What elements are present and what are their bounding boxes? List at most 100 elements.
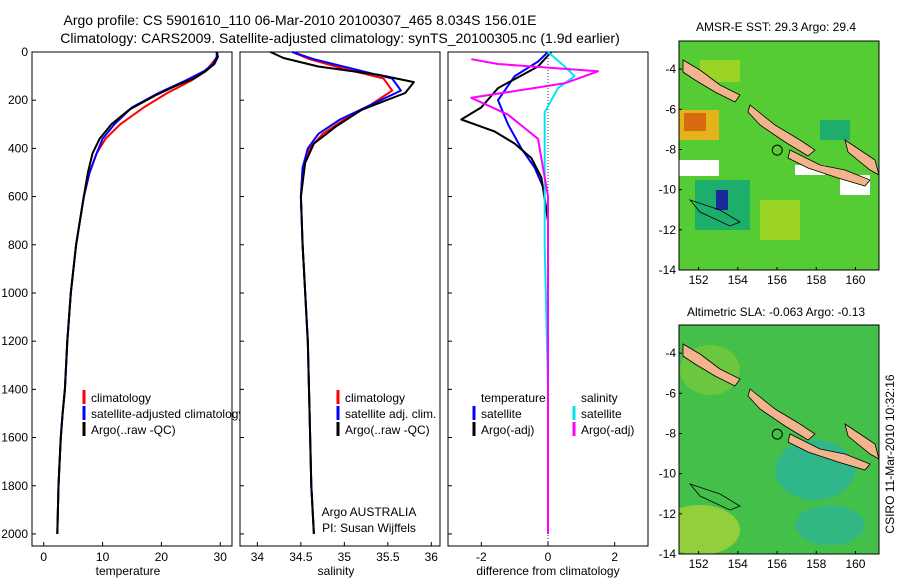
map-y-tick-label: -10 (659, 183, 677, 197)
sst-hot-patch (684, 113, 706, 131)
y-tick-label: 0 (21, 45, 28, 59)
timestamp-footer: CSIRO 11-Mar-2010 10:32:16 (883, 374, 897, 534)
temperature-axes-frame (31, 51, 233, 547)
map-x-tick-label: 154 (728, 557, 748, 571)
x-tick-label: -2 (476, 550, 487, 564)
map-y-tick-label: -8 (665, 142, 676, 156)
sst-cool-patch-2 (820, 120, 850, 140)
land-malaita (844, 423, 879, 460)
y-tick-label: 2000 (1, 527, 28, 541)
map-axis-ticks: 152 154 156 158 160 -4 -6 -8 -10 -12 -14 (659, 346, 866, 571)
salinity-legend: climatology satellite adj. clim. Argo(..… (336, 390, 436, 437)
map-y-tick-label: -12 (659, 223, 677, 237)
map-y-tick-label: -14 (659, 263, 677, 277)
legend-label-argo: Argo(..raw -QC) (345, 423, 430, 437)
series-line-argo-adj (470, 58, 599, 534)
sst-field (679, 41, 879, 270)
x-tick-label: 0 (40, 550, 47, 564)
sla-low-anomaly-2 (795, 505, 865, 545)
map-axis-ticks: 152 154 156 158 160 -4 -6 -8 -10 -12 -14 (659, 62, 866, 287)
land-solomon-islands (787, 149, 871, 187)
map-x-tick-label: 158 (806, 557, 826, 571)
legend-label-argo: Argo(..raw -QC) (91, 423, 176, 437)
y-tick-label: 1200 (1, 334, 28, 348)
map-x-tick-label: 160 (845, 273, 865, 287)
map-y-tick-label: -6 (665, 386, 676, 400)
x-tick-label: 35 (338, 550, 352, 564)
land-bougainville (747, 104, 816, 157)
difference-legend: temperature satellite Argo(-adj) salinit… (472, 391, 634, 437)
y-tick-label: 1400 (1, 382, 28, 396)
y-tick-label: 400 (8, 141, 28, 155)
float-position-marker (771, 428, 783, 440)
y-tick-label: 200 (8, 93, 28, 107)
salinity-axes-frame (239, 51, 441, 547)
map-y-tick-label: -14 (659, 547, 677, 561)
map-x-tick-label: 158 (806, 273, 826, 287)
sst-gap-2 (795, 165, 825, 175)
y-tick-label: 1000 (1, 286, 28, 300)
legend-header-salinity: salinity (581, 391, 618, 405)
x-tick-label: 20 (155, 550, 169, 564)
sst-map-title: AMSR-E SST: 29.3 Argo: 29.4 (696, 20, 856, 34)
land-solomon-islands (787, 433, 871, 471)
legend-label-satellite: satellite-adjusted climatology (91, 407, 244, 421)
salinity-panel: salinity climatology satellite adj. clim… (239, 51, 441, 578)
y-tick-label: 800 (8, 238, 28, 252)
land-new-britain (682, 59, 741, 103)
legend-header-temperature: temperature (481, 391, 546, 405)
temperature-xlabel: temperature (96, 564, 161, 578)
land-bougainville (747, 388, 816, 441)
legend-label-climatology: climatology (345, 391, 405, 405)
map-y-tick-label: -8 (665, 426, 676, 440)
map-x-tick-label: 154 (728, 273, 748, 287)
plot-layer: 0 10 20 30 0 200 400 600 800 1000 1200 1400 1600 1800… (1, 45, 866, 571)
map-x-tick-label: 156 (767, 273, 787, 287)
sla-map-frame (678, 324, 880, 555)
x-tick-label: 10 (96, 550, 110, 564)
series-line-argo-raw-qc (56, 51, 219, 535)
map-y-tick-label: -12 (659, 507, 677, 521)
reef-outline (688, 483, 741, 511)
salinity-xlabel: salinity (318, 564, 355, 578)
difference-xlabel: difference from climatology (476, 564, 619, 578)
land-malaita (844, 139, 879, 176)
legend-label-satellite: satellite adj. clim. (345, 407, 436, 421)
sst-map: AMSR-E SST: 29.3 Argo: 29.4 (678, 20, 880, 271)
sla-map: Altimetric SLA: -0.063 Argo: -0.13 (678, 305, 880, 555)
legend-label-sal-satellite: satellite (581, 407, 622, 421)
y-tick-label: 1600 (1, 431, 28, 445)
difference-marks: -2 0 2 (448, 51, 618, 564)
legend-label-temp-argo: Argo(-adj) (481, 423, 534, 437)
legend-label-temp-satellite: satellite (481, 407, 522, 421)
sla-high-anomaly (679, 505, 740, 554)
land-new-britain (682, 343, 741, 387)
sst-yellow-patch (700, 60, 740, 82)
temperature-legend: climatology satellite-adjusted climatolo… (82, 390, 244, 437)
series-line-argo-raw-qc (269, 51, 415, 535)
sst-map-frame (678, 40, 880, 271)
x-tick-label: 30 (214, 550, 228, 564)
y-tick-label: 600 (8, 190, 28, 204)
map-x-tick-label: 152 (689, 273, 709, 287)
map-x-tick-label: 152 (689, 557, 709, 571)
temperature-marks: 0 10 20 30 0 200 400 600 800 1000 1200 1400 1600 1800… (1, 45, 227, 564)
map-y-tick-label: -6 (665, 102, 676, 116)
map-y-tick-label: -4 (665, 346, 676, 360)
sst-yellow-patch-2 (760, 200, 800, 240)
y-tick-label: 1800 (1, 479, 28, 493)
x-tick-label: 34 (251, 550, 265, 564)
figure-title-line1: Argo profile: CS 5901610_110 06-Mar-2010… (64, 12, 537, 28)
sst-gap-1 (679, 160, 719, 176)
sst-cold-cell (716, 190, 728, 210)
float-pi-annotation: PI: Susan Wijffels (322, 521, 416, 535)
float-agency-annotation: Argo AUSTRALIA (322, 505, 417, 519)
map-x-tick-label: 156 (767, 557, 787, 571)
legend-label-sal-argo: Argo(-adj) (581, 423, 634, 437)
map-x-tick-label: 160 (845, 557, 865, 571)
salinity-marks: 34 34.5 35 35.5 36 (240, 51, 438, 564)
legend-label-climatology: climatology (91, 391, 151, 405)
float-position-marker (771, 144, 783, 156)
temperature-panel: temperature climatology satellite-adjust… (31, 51, 244, 578)
